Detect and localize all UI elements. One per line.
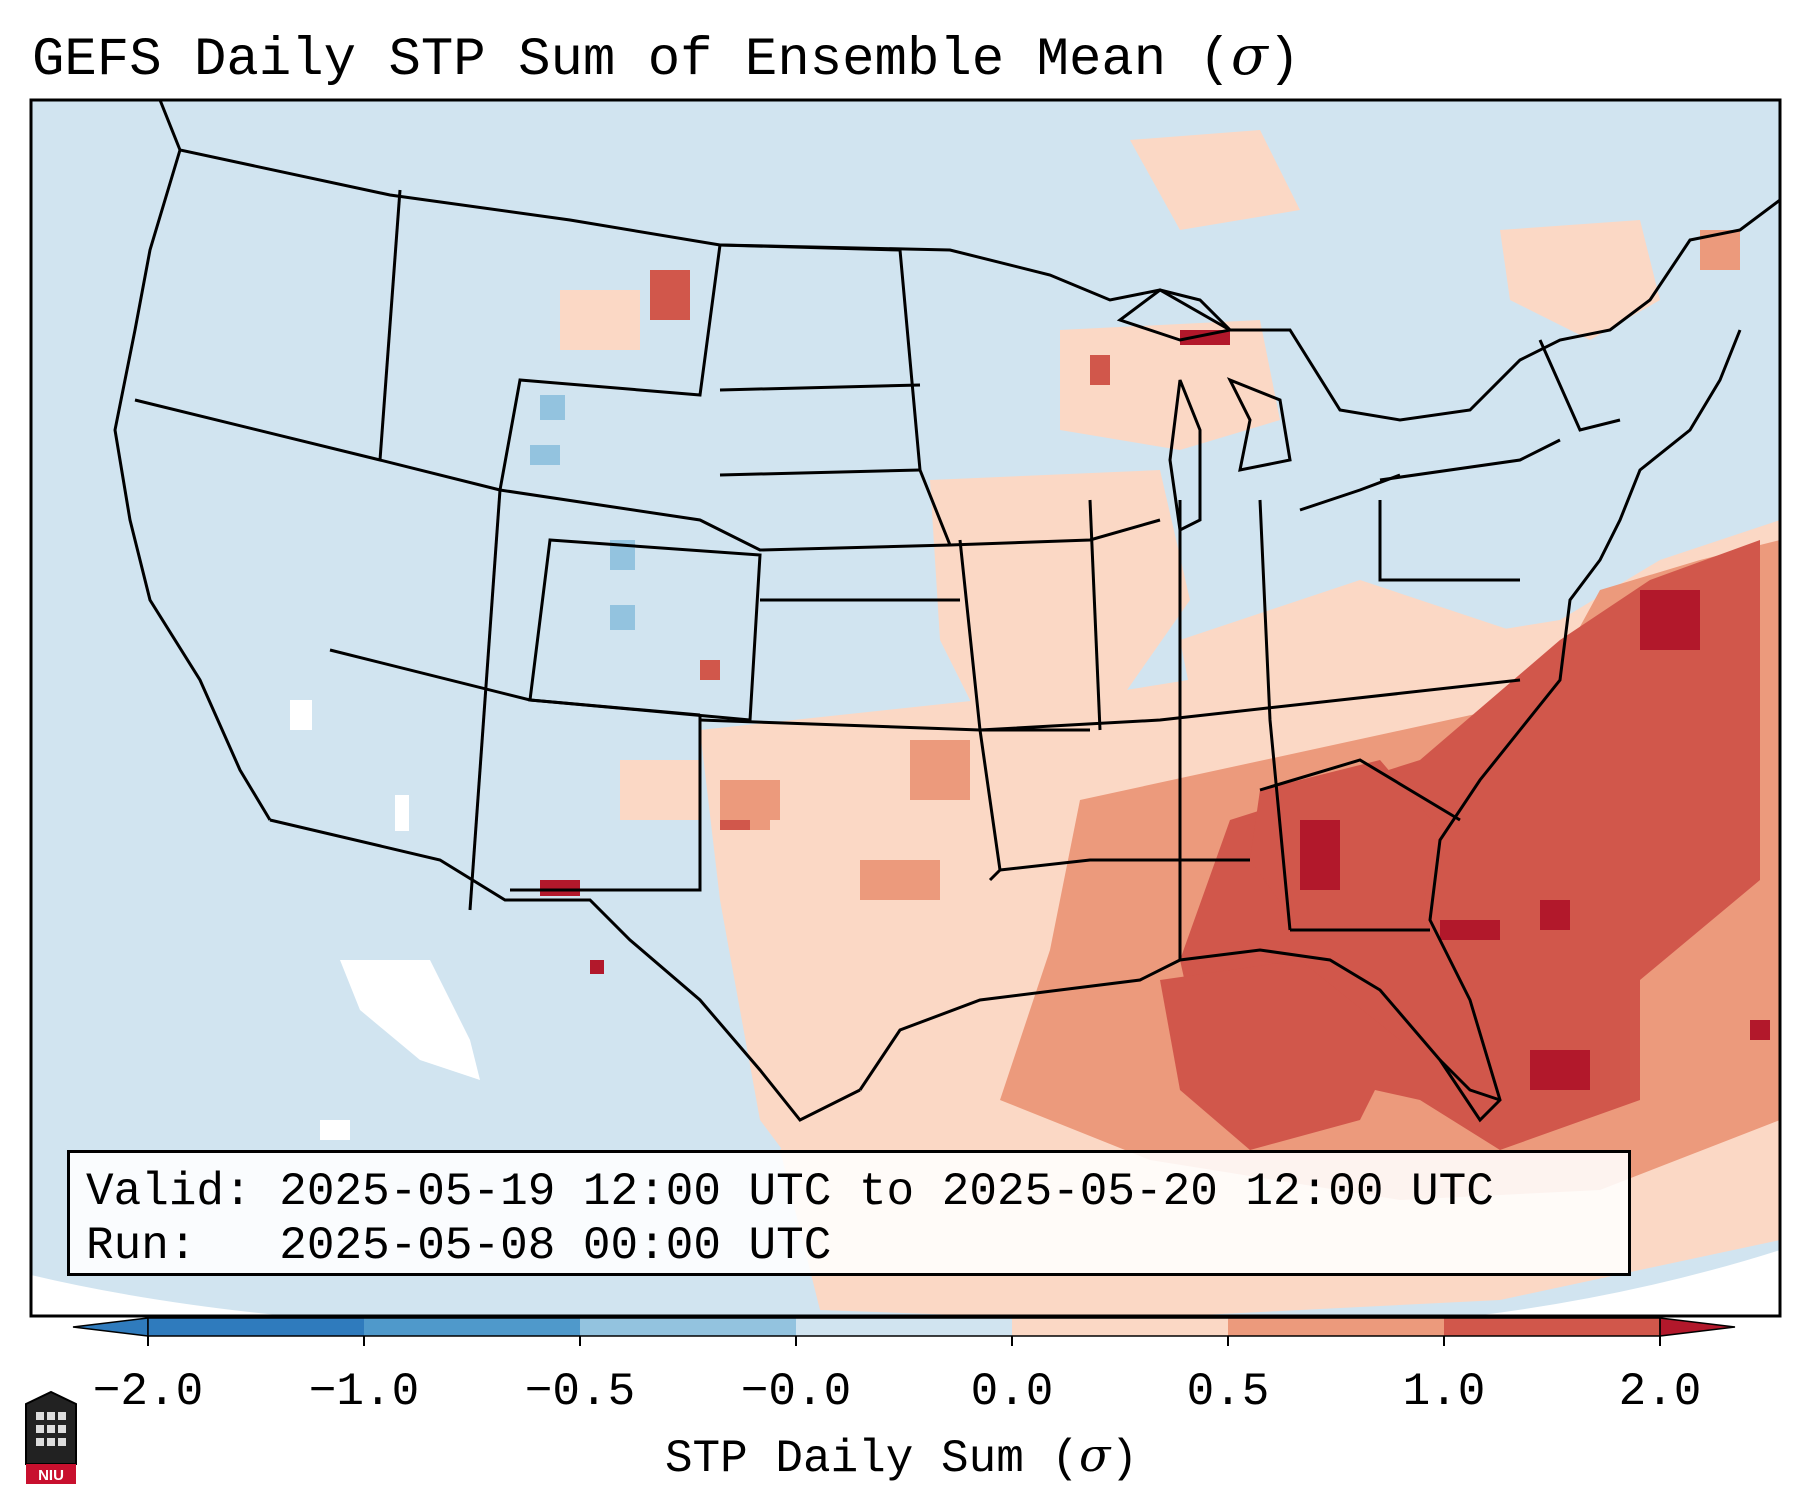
field-core [1530,1050,1590,1090]
colorbar-tick-label: −1.0 [308,1366,420,1418]
run-line: Run: 2025-05-08 00:00 UTC [86,1220,832,1272]
field-mw-light [930,470,1190,720]
field-neutral [320,1120,350,1140]
state-line [378,189,402,461]
state-line [134,398,1161,552]
field-ga-red [1250,760,1440,930]
colorbar-extend-high [1659,1317,1736,1337]
colorbar-segment [580,1318,796,1336]
field-canada-light [1130,130,1300,230]
valid-line: Valid: 2025-05-19 12:00 UTC to 2025-05-2… [86,1166,1494,1218]
colorbar-segment [796,1318,1012,1336]
colorbar-segment [1444,1318,1660,1336]
state-line [1538,339,1621,432]
colorbar-segment [1012,1318,1228,1336]
field-nm-light [620,760,700,820]
colorbar-tick-label: 1.0 [1402,1366,1486,1418]
colorbar-segment [1228,1318,1444,1336]
great-lakes [1226,377,1292,472]
field-neg [530,445,560,465]
florida [1438,1058,1501,1102]
state-line [958,539,1002,882]
colorbar-tick-label: −0.5 [524,1366,636,1418]
colorbar-tick-label: 2.0 [1618,1366,1702,1418]
field-neutral [395,795,409,831]
colorbar-tick-label: 0.0 [970,1366,1054,1418]
state-line [1379,438,1561,482]
field-ok-mid [910,740,970,800]
state-line [719,383,921,392]
niu-logo: NIU [25,1390,77,1484]
colorbar-tick-label: −0.0 [740,1366,852,1418]
canada-border [158,100,1780,422]
colorbar-tick-label: −2.0 [92,1366,204,1418]
state-line [498,244,722,491]
field-core [1440,920,1500,940]
state-line [528,538,762,722]
field-neg [540,395,565,420]
field-core [1750,1020,1770,1040]
state-line [999,858,1250,872]
chart-title: GEFS Daily STP Sum of Ensemble Mean (σ) [32,24,1301,91]
field-ne-light [1500,220,1660,340]
mexico-border [269,818,861,1122]
state-line [1088,499,1102,731]
field-core [1540,900,1570,930]
field-tx-light [700,700,1000,1200]
gulf-coast [858,329,1742,1123]
field-core [1640,590,1700,650]
state-line [1259,758,1461,822]
colorbar-segment [364,1318,580,1336]
state-line [979,678,1521,732]
colorbar-tick-marks [147,1336,1661,1346]
great-lakes [1168,379,1202,533]
field-neg [610,605,635,630]
state-line [468,489,502,911]
field-neutral-mx [340,960,480,1080]
colorbar-segment [148,1318,364,1336]
colorbar-tick-label: 0.5 [1186,1366,1270,1418]
field-neutral [290,700,312,730]
valid-run-info-box: Valid: 2025-05-19 12:00 UTC to 2025-05-2… [67,1150,1631,1276]
field-nm-red [540,880,580,896]
field-core [1300,820,1340,890]
field-nm-red2 [590,960,604,974]
field-gulf-red [1160,960,1400,1150]
field-tx-mid2 [860,860,940,900]
colorbar-label: STP Daily Sum (σ) [664,1428,1139,1485]
field-mt-red [650,270,690,320]
field-mt-light [560,290,640,350]
map-frame [29,98,1782,1318]
map-canvas [31,100,1780,1316]
state-line [1378,500,1520,582]
field-mi-light [1060,320,1280,450]
field-co-red [700,660,720,680]
state-line [329,648,701,717]
great-lakes [1299,473,1401,512]
field-mi-red [1090,355,1110,385]
colorbar-extend-low [72,1317,149,1337]
great-lakes [1116,288,1234,342]
boundaries [113,100,1780,1123]
state-line [1258,499,1292,931]
state-line [510,715,702,892]
state-line [719,243,952,546]
field-nm-mid [720,780,780,820]
state-line [719,468,921,477]
niu-logo-text: NIU [38,1467,64,1484]
colorbar [72,1317,1736,1346]
west-coast [113,149,272,821]
colorbar-outline [147,1317,1661,1337]
